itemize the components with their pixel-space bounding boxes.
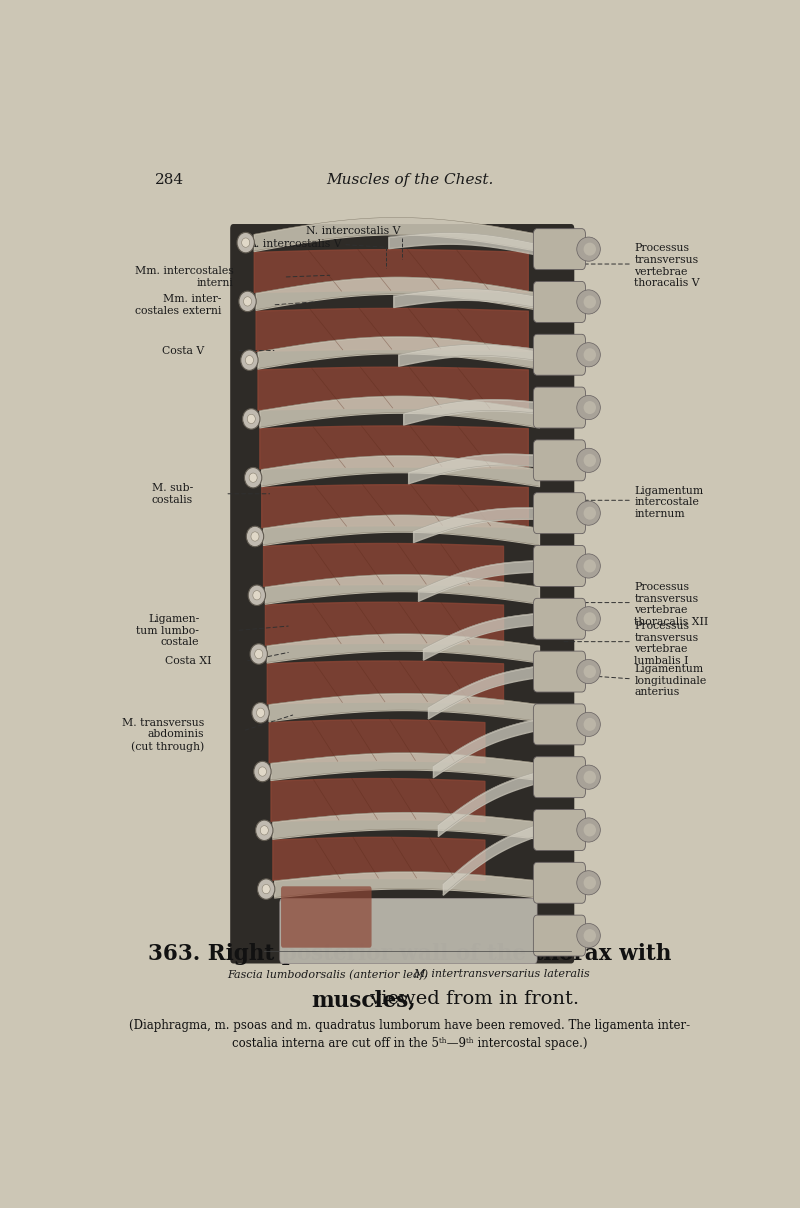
Ellipse shape bbox=[577, 923, 600, 948]
Ellipse shape bbox=[583, 718, 596, 731]
Ellipse shape bbox=[254, 650, 262, 658]
Ellipse shape bbox=[241, 350, 258, 371]
FancyBboxPatch shape bbox=[534, 546, 586, 586]
FancyBboxPatch shape bbox=[534, 387, 586, 428]
Text: M. sub-
costalis: M. sub- costalis bbox=[152, 483, 193, 505]
FancyBboxPatch shape bbox=[534, 809, 586, 850]
Ellipse shape bbox=[577, 448, 600, 472]
Text: 363. Right posterior wall of the thorax with: 363. Right posterior wall of the thorax … bbox=[148, 943, 672, 965]
FancyBboxPatch shape bbox=[534, 228, 586, 269]
Ellipse shape bbox=[251, 532, 259, 541]
Text: costalia interna are cut off in the 5ᵗʰ—9ᵗʰ intercostal space.): costalia interna are cut off in the 5ᵗʰ—… bbox=[232, 1036, 588, 1050]
Ellipse shape bbox=[257, 708, 265, 718]
Ellipse shape bbox=[252, 703, 270, 724]
Ellipse shape bbox=[577, 818, 600, 842]
FancyBboxPatch shape bbox=[534, 281, 586, 323]
Ellipse shape bbox=[246, 355, 254, 365]
Ellipse shape bbox=[577, 713, 600, 737]
Ellipse shape bbox=[583, 401, 596, 414]
Text: Processus
transversus
vertebrae
lumbalis I: Processus transversus vertebrae lumbalis… bbox=[634, 621, 698, 666]
Text: A. intercostalis V: A. intercostalis V bbox=[248, 239, 342, 250]
FancyBboxPatch shape bbox=[534, 598, 586, 639]
Ellipse shape bbox=[239, 291, 256, 312]
Ellipse shape bbox=[246, 527, 264, 547]
Text: 284: 284 bbox=[154, 173, 184, 187]
Ellipse shape bbox=[583, 348, 596, 361]
Ellipse shape bbox=[258, 879, 275, 899]
Text: Fascia lumbodorsalis (anterior leaf): Fascia lumbodorsalis (anterior leaf) bbox=[227, 969, 429, 980]
Ellipse shape bbox=[250, 644, 267, 664]
Ellipse shape bbox=[583, 243, 596, 256]
Text: Costa V: Costa V bbox=[162, 345, 204, 355]
Ellipse shape bbox=[583, 506, 596, 519]
Ellipse shape bbox=[258, 767, 266, 777]
Ellipse shape bbox=[249, 474, 257, 482]
Text: Costa XI: Costa XI bbox=[165, 656, 211, 666]
Text: muscles,: muscles, bbox=[310, 989, 415, 1011]
Ellipse shape bbox=[577, 554, 600, 579]
Ellipse shape bbox=[254, 761, 271, 782]
Ellipse shape bbox=[583, 929, 596, 942]
Ellipse shape bbox=[577, 660, 600, 684]
Text: Mm. inter-
costales externi: Mm. inter- costales externi bbox=[134, 294, 221, 315]
FancyBboxPatch shape bbox=[230, 223, 574, 964]
FancyBboxPatch shape bbox=[534, 651, 586, 692]
Ellipse shape bbox=[242, 408, 260, 429]
FancyBboxPatch shape bbox=[534, 756, 586, 797]
Text: Processus
transversus
vertebrae
thoracalis V: Processus transversus vertebrae thoracal… bbox=[634, 244, 700, 289]
Text: Processus
transversus
vertebrae
thoracalis XII: Processus transversus vertebrae thoracal… bbox=[634, 582, 709, 627]
Ellipse shape bbox=[262, 884, 270, 894]
Text: Mm. intercostales
interni: Mm. intercostales interni bbox=[134, 266, 234, 288]
FancyBboxPatch shape bbox=[534, 704, 586, 745]
FancyBboxPatch shape bbox=[534, 863, 586, 904]
Ellipse shape bbox=[253, 591, 261, 600]
Ellipse shape bbox=[583, 559, 596, 573]
Ellipse shape bbox=[583, 454, 596, 466]
FancyBboxPatch shape bbox=[534, 440, 586, 481]
Text: Muscles of the Chest.: Muscles of the Chest. bbox=[326, 173, 494, 187]
Ellipse shape bbox=[577, 501, 600, 525]
Text: Ligamentum
longitudinale
anterius: Ligamentum longitudinale anterius bbox=[634, 664, 706, 697]
Ellipse shape bbox=[245, 467, 262, 488]
Ellipse shape bbox=[248, 585, 266, 605]
Text: viewed from in front.: viewed from in front. bbox=[363, 989, 578, 1007]
Ellipse shape bbox=[577, 871, 600, 895]
Ellipse shape bbox=[583, 612, 596, 626]
FancyBboxPatch shape bbox=[280, 899, 537, 964]
Text: M. transversus
abdominis
(cut through): M. transversus abdominis (cut through) bbox=[122, 718, 204, 751]
Ellipse shape bbox=[242, 238, 250, 248]
Ellipse shape bbox=[577, 237, 600, 261]
Ellipse shape bbox=[247, 414, 255, 424]
Ellipse shape bbox=[583, 771, 596, 784]
Bar bbox=[546, 228, 720, 959]
Ellipse shape bbox=[577, 606, 600, 631]
Ellipse shape bbox=[237, 232, 254, 252]
Ellipse shape bbox=[583, 296, 596, 308]
Ellipse shape bbox=[577, 290, 600, 314]
Ellipse shape bbox=[577, 765, 600, 789]
Text: Ligamen-
tum lumbo-
costale: Ligamen- tum lumbo- costale bbox=[136, 614, 199, 647]
Text: (Diaphragma, m. psoas and m. quadratus lumborum have been removed. The ligamenta: (Diaphragma, m. psoas and m. quadratus l… bbox=[130, 1020, 690, 1033]
Text: M. intertransversarius lateralis: M. intertransversarius lateralis bbox=[414, 969, 590, 978]
Text: Ligamentum
intercostale
internum: Ligamentum intercostale internum bbox=[634, 486, 703, 518]
FancyBboxPatch shape bbox=[534, 916, 586, 956]
Ellipse shape bbox=[583, 666, 596, 678]
Text: N. intercostalis V: N. intercostalis V bbox=[306, 226, 401, 237]
FancyBboxPatch shape bbox=[281, 887, 371, 948]
FancyBboxPatch shape bbox=[534, 493, 586, 534]
Ellipse shape bbox=[577, 395, 600, 419]
FancyBboxPatch shape bbox=[534, 335, 586, 376]
Ellipse shape bbox=[260, 826, 268, 835]
Ellipse shape bbox=[256, 820, 273, 841]
Ellipse shape bbox=[243, 297, 251, 306]
Ellipse shape bbox=[583, 876, 596, 889]
Ellipse shape bbox=[577, 343, 600, 367]
Ellipse shape bbox=[583, 824, 596, 836]
